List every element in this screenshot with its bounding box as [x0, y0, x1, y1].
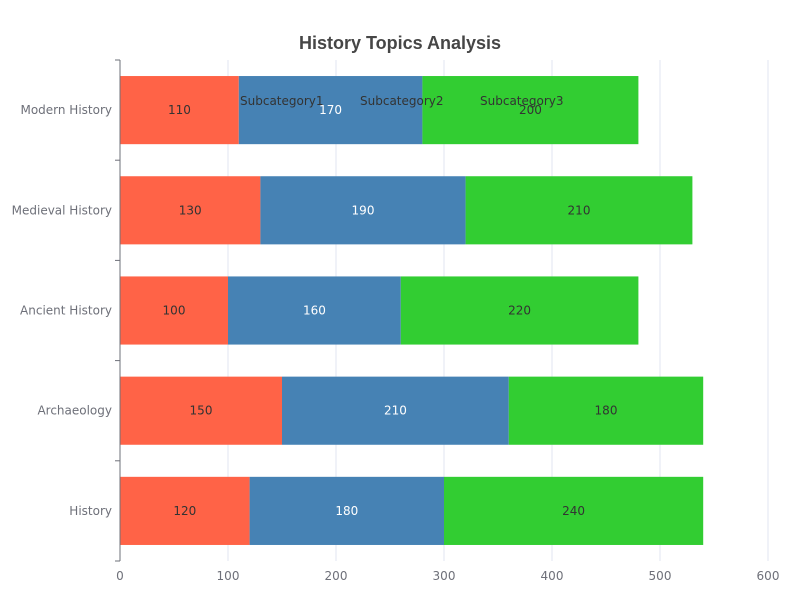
legend-item[interactable]: Subcategory2 [345, 94, 444, 108]
legend-label: Subcategory2 [360, 94, 444, 108]
bar-segment [120, 176, 261, 245]
data-label: 240 [562, 504, 585, 518]
chart-title: History Topics Analysis [299, 33, 501, 53]
y-tick-label: Ancient History [20, 304, 112, 318]
bar-segment [400, 276, 639, 345]
legend-label: Subcategory1 [240, 94, 324, 108]
bar-segment [120, 476, 250, 545]
legend-item[interactable]: Subcategory3 [465, 94, 564, 108]
x-tick-label: 100 [217, 569, 240, 583]
data-label: 220 [508, 304, 531, 318]
data-label: 160 [303, 304, 326, 318]
data-label: 170 [319, 103, 342, 117]
bar-segment [228, 276, 401, 345]
data-label: 150 [190, 404, 213, 418]
data-label: 200 [519, 103, 542, 117]
x-tick-label: 300 [433, 569, 456, 583]
data-label: 190 [352, 203, 375, 217]
bar-segment [422, 76, 639, 145]
x-tick-label: 200 [325, 569, 348, 583]
y-tick-label: Medieval History [12, 203, 112, 217]
data-labels: 120 180 240 150 210 180 100 160 220 130 190 210 110 1… [163, 103, 618, 518]
legend-label: Subcategory3 [480, 94, 564, 108]
x-tick-label: 600 [757, 569, 780, 583]
legend[interactable]: Subcategory1 Subcategory2 Subcategory3 [225, 94, 564, 108]
bar-segment [238, 76, 423, 145]
legend-swatch [225, 94, 235, 108]
data-label: 180 [335, 504, 358, 518]
y-tick-label: Archaeology [37, 404, 112, 418]
y-tick-label: History [69, 504, 112, 518]
bar-segment [508, 376, 704, 445]
data-label: 210 [568, 203, 591, 217]
x-tick-label: 0 [116, 569, 124, 583]
bar-segment [444, 476, 704, 545]
data-label: 110 [168, 103, 191, 117]
bar-segment [465, 176, 693, 245]
data-label: 130 [179, 203, 202, 217]
x-tick-label: 500 [649, 569, 672, 583]
bar-segment [120, 376, 282, 445]
bar-segment [282, 376, 509, 445]
axes: 0 100 200 300 400 500 600 History Archaeology Anc… [12, 59, 780, 583]
legend-item[interactable]: Subcategory1 [225, 94, 324, 108]
data-label: 100 [163, 304, 186, 318]
data-label: 120 [173, 504, 196, 518]
legend-swatch [345, 94, 355, 108]
bar-segment [120, 76, 239, 145]
bar-segment [260, 176, 466, 245]
bar-segment [120, 276, 228, 345]
data-label: 210 [384, 404, 407, 418]
legend-swatch [465, 94, 475, 108]
bars [120, 76, 704, 545]
x-tick-label: 400 [541, 569, 564, 583]
data-label: 180 [595, 404, 618, 418]
y-tick-label: Modern History [20, 103, 112, 117]
bar-segment [249, 476, 444, 545]
